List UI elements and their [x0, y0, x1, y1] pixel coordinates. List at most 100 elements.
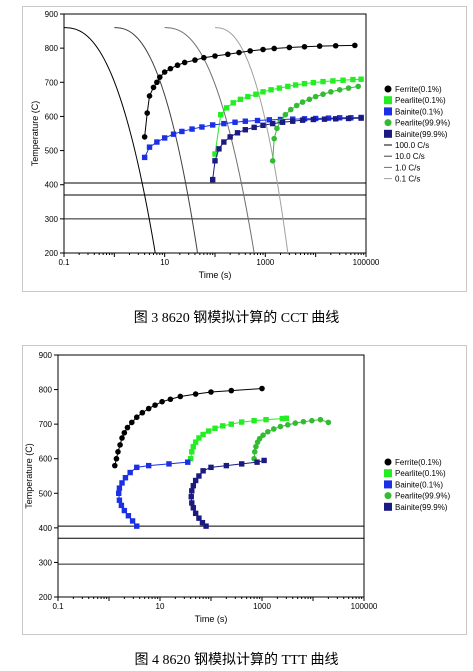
- ttt-data-point: [196, 515, 202, 521]
- cct-ytick-label: 200: [45, 249, 59, 258]
- ttt-data-point: [265, 428, 271, 435]
- ttt-legend-label: Pearlite(99.9%): [395, 492, 450, 501]
- ttt-data-point: [124, 424, 131, 431]
- cct-data-point: [199, 124, 205, 130]
- ttt-data-point: [139, 409, 146, 416]
- ttt-data-point: [199, 519, 206, 526]
- cct-ytick-label: 300: [45, 215, 59, 224]
- cct-data-point: [230, 100, 236, 106]
- ttt-data-point: [188, 456, 194, 462]
- cct-cooling-curve: [214, 27, 289, 253]
- cct-data-point: [232, 119, 238, 125]
- cct-data-point: [189, 126, 195, 132]
- cct-legend-label: Pearlite(99.9%): [395, 119, 450, 128]
- cct-data-point: [221, 139, 227, 145]
- ttt-data-point: [166, 461, 172, 467]
- cct-data-point: [336, 86, 343, 93]
- ttt-data-point: [223, 462, 230, 469]
- ttt-data-point: [113, 455, 120, 462]
- ttt-data-point: [190, 443, 197, 450]
- cct-data-point: [174, 62, 181, 69]
- cct-data-point: [290, 118, 296, 124]
- ttt-ytick-label: 300: [39, 558, 53, 567]
- ttt-data-point: [261, 457, 267, 464]
- ttt-data-point: [325, 419, 332, 426]
- cct-data-point: [245, 93, 251, 100]
- cct-legend-label: Pearlite(0.1%): [395, 96, 446, 105]
- cct-data-point: [355, 83, 362, 90]
- ttt-data-point: [270, 426, 277, 432]
- ttt-data-point: [192, 510, 199, 517]
- ttt-data-point: [200, 468, 206, 474]
- cct-cooling-curve: [114, 27, 199, 253]
- ttt-data-point: [292, 420, 299, 426]
- cct-data-point: [276, 85, 283, 91]
- cct-data-point: [301, 43, 308, 50]
- cct-caption: 图 3 8620 钢模拟计算的 CCT 曲线: [133, 311, 340, 326]
- cct-legend-marker: [384, 129, 392, 138]
- ttt-data-point: [188, 494, 194, 500]
- ttt-data-point: [125, 513, 132, 519]
- cct-data-point: [154, 139, 160, 145]
- cct-data-point: [170, 131, 177, 137]
- cct-cooling-curve: [64, 27, 156, 253]
- cct-legend-label: Bainite(99.9%): [395, 130, 448, 139]
- cct-data-point: [212, 158, 218, 164]
- cct-data-point: [223, 105, 230, 111]
- cct-legend-label: 100.0 C/s: [395, 141, 429, 150]
- cct-figure: 200 300 400 500 600 700 800 900 0.1 10 1000 100000 T…: [22, 6, 467, 292]
- cct-data-point: [237, 96, 244, 103]
- ttt-data-point: [127, 469, 133, 476]
- cct-data-point: [293, 102, 300, 109]
- cct-ytick-label: 400: [45, 181, 59, 190]
- ttt-ytick-label: 600: [39, 455, 53, 464]
- ttt-legend-marker: [384, 469, 392, 478]
- ttt-data-point: [279, 415, 285, 422]
- ttt-legend-marker: [384, 480, 392, 489]
- ttt-data-point: [118, 502, 125, 509]
- cct-data-point: [144, 110, 151, 116]
- cct-data-point: [201, 54, 207, 61]
- ttt-data-point: [251, 417, 257, 424]
- cct-data-point: [179, 128, 185, 135]
- ttt-data-point: [260, 432, 266, 439]
- cct-xtick-label: 10: [160, 258, 169, 267]
- cct-data-point: [328, 89, 334, 95]
- cct-chart: 200 300 400 500 600 700 800 900 0.1 10 1000 100000 T…: [22, 6, 467, 292]
- ttt-data-point: [145, 405, 152, 412]
- ttt-legend-label: Bainite(99.9%): [395, 503, 448, 512]
- cct-data-point: [306, 96, 313, 103]
- ttt-data-point: [116, 485, 123, 491]
- ttt-data-point: [259, 385, 265, 392]
- cct-data-point: [161, 135, 168, 141]
- ttt-data-point: [192, 391, 199, 397]
- cct-data-point: [345, 115, 352, 122]
- ttt-data-point: [167, 396, 174, 403]
- cct-data-point: [321, 116, 328, 122]
- ttt-data-point: [196, 435, 202, 441]
- ttt-xtick-label: 0.1: [52, 602, 64, 611]
- cct-data-point: [286, 44, 293, 51]
- ttt-data-point: [134, 523, 140, 529]
- cct-ytick-label: 800: [45, 44, 59, 53]
- cct-data-point: [269, 120, 276, 127]
- cct-data-point: [209, 122, 216, 128]
- cct-data-point: [253, 91, 259, 97]
- ttt-ytick-label: 800: [39, 386, 53, 395]
- cct-data-point: [310, 79, 317, 86]
- cct-data-point: [310, 116, 317, 123]
- ttt-xtick-label: 10: [156, 602, 165, 611]
- ttt-data-point: [152, 402, 158, 408]
- ttt-data-point: [254, 459, 260, 465]
- cct-data-point: [221, 120, 227, 127]
- ttt-caption: 图 4 8620 钢模拟计算的 TTT 曲线: [134, 653, 339, 668]
- cct-data-point: [161, 69, 168, 75]
- ttt-data-point: [205, 428, 212, 434]
- cct-data-point: [269, 158, 276, 164]
- ttt-ytick-label: 900: [39, 351, 53, 360]
- cct-data-point: [181, 59, 188, 66]
- cct-data-point: [282, 111, 289, 118]
- cct-data-point: [247, 48, 253, 54]
- ttt-xtick-label: 1000: [253, 602, 271, 611]
- cct-data-point: [225, 51, 231, 58]
